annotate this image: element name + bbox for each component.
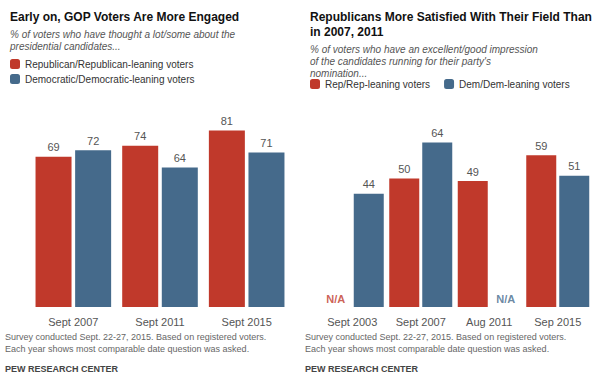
- svg-text:Sept 2007: Sept 2007: [48, 316, 98, 328]
- svg-text:Rep/Rep-leaning voters: Rep/Rep-leaning voters: [325, 79, 430, 90]
- svg-text:49: 49: [467, 166, 479, 178]
- svg-text:N/A: N/A: [496, 293, 515, 305]
- svg-text:N/A: N/A: [326, 293, 345, 305]
- svg-text:% of voters who have thought a: % of voters who have thought a lot/some …: [10, 29, 238, 40]
- svg-text:Survey conducted Sept. 22-27,: Survey conducted Sept. 22-27, 2015. Base…: [5, 332, 266, 342]
- svg-text:in 2007, 2011: in 2007, 2011: [310, 25, 384, 39]
- svg-text:Dem/Dem-leaning voters: Dem/Dem-leaning voters: [459, 79, 570, 90]
- svg-text:% of voters who have an excell: % of voters who have an excellent/good i…: [310, 44, 541, 55]
- svg-text:Survey conducted Sept. 22-27,: Survey conducted Sept. 22-27, 2015. Base…: [305, 332, 566, 342]
- svg-text:of the candidates running for: of the candidates running for their part…: [310, 56, 494, 67]
- svg-text:51: 51: [568, 160, 580, 172]
- svg-text:64: 64: [431, 127, 443, 139]
- svg-text:Republican/Republican-leaning: Republican/Republican-leaning voters: [25, 59, 193, 70]
- svg-text:PEW RESEARCH CENTER: PEW RESEARCH CENTER: [5, 364, 119, 374]
- svg-text:Early on, GOP Voters Are More: Early on, GOP Voters Are More Engaged: [10, 10, 239, 24]
- svg-text:74: 74: [134, 130, 146, 142]
- svg-text:nomination...: nomination...: [310, 68, 367, 79]
- svg-text:Sept 2015: Sept 2015: [222, 316, 272, 328]
- svg-text:64: 64: [174, 152, 186, 164]
- svg-text:72: 72: [87, 135, 99, 147]
- svg-text:Each year shows most comparabl: Each year shows most comparable date que…: [305, 344, 549, 354]
- svg-text:69: 69: [47, 141, 59, 153]
- svg-text:Aug 2011: Aug 2011: [466, 316, 512, 328]
- svg-text:71: 71: [260, 137, 272, 149]
- svg-text:Sept 2003: Sept 2003: [327, 316, 377, 328]
- svg-text:Sept 2007: Sept 2007: [396, 316, 446, 328]
- svg-text:presidential candidates...: presidential candidates...: [9, 41, 121, 52]
- svg-text:Sept 2011: Sept 2011: [135, 316, 184, 328]
- svg-text:Sep 2015: Sep 2015: [534, 316, 581, 328]
- svg-text:Republicans More Satisfied Wit: Republicans More Satisfied With Their Fi…: [310, 10, 595, 24]
- svg-text:44: 44: [363, 178, 375, 190]
- svg-text:50: 50: [398, 163, 410, 175]
- svg-text:PEW RESEARCH CENTER: PEW RESEARCH CENTER: [305, 364, 419, 374]
- svg-text:Each year shows most comparabl: Each year shows most comparable date que…: [5, 344, 249, 354]
- svg-text:Democratic/Democratic-leaning: Democratic/Democratic-leaning voters: [25, 74, 195, 85]
- svg-text:81: 81: [221, 115, 233, 127]
- svg-text:59: 59: [535, 140, 547, 152]
